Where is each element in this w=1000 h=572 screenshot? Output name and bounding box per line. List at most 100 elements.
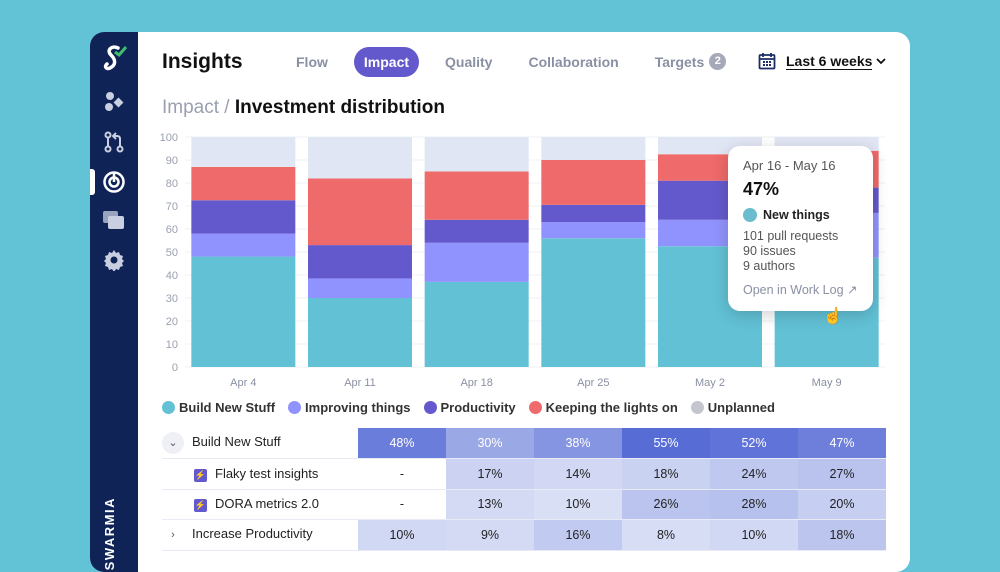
bar-segment-productivity[interactable] (191, 200, 296, 234)
bar-segment-keeping-the-lights-on[interactable] (541, 160, 646, 205)
value-cell: 27% (798, 458, 886, 490)
target-icon[interactable] (102, 170, 126, 194)
tooltip-percent: 47% (743, 179, 780, 199)
page-title: Insights (162, 50, 243, 73)
breadcrumb: Impact / Investment distribution (162, 97, 445, 119)
pull-request-icon[interactable] (102, 130, 126, 154)
chevron-right-icon[interactable]: › (171, 528, 175, 541)
tooltip-range: Apr 16 - May 16 (743, 158, 836, 173)
bar-segment-build-new-stuff[interactable] (308, 298, 412, 367)
legend-item[interactable]: Unplanned (690, 400, 775, 415)
legend-item[interactable]: Improving things (288, 400, 411, 415)
calendar-icon (758, 53, 776, 70)
tab-impact[interactable]: Impact (353, 46, 420, 77)
count-badge: 2 (709, 53, 727, 70)
table-row[interactable]: ⚡ Flaky test insights -17% 14% 18% 24% 27% (162, 458, 886, 490)
table-row[interactable]: › Increase Productivity 10% 9% 16% 8% 10% 18% (162, 519, 886, 551)
date-range-picker[interactable]: Last 6 weeks (758, 52, 887, 70)
investment-table: ⌄ Build New Stuff 48% 30% 38% 55% 52% 47% ⚡ Flaky… (162, 428, 886, 551)
chevron-down-icon[interactable]: ⌄ (162, 432, 184, 454)
bar-segment-improving-things[interactable] (308, 278, 412, 298)
legend-dot (162, 401, 175, 414)
app-window: SWARMIA Insights Flow Impact Quality Col… (90, 32, 910, 572)
breadcrumb-parent[interactable]: Impact / (162, 97, 230, 118)
bar-segment-build-new-stuff[interactable] (541, 238, 646, 367)
tooltip-line: 9 authors (743, 259, 796, 273)
bar-segment-productivity[interactable] (308, 245, 412, 279)
gear-icon[interactable] (102, 248, 126, 272)
tab-label: Quality (445, 53, 493, 70)
row-label: Build New Stuff (192, 434, 281, 449)
logo-icon[interactable] (102, 44, 128, 74)
legend-label: Build New Stuff (179, 400, 276, 415)
legend-item[interactable]: Build New Stuff (162, 400, 275, 415)
value-cell: 17% (446, 458, 534, 490)
tab-bar: Flow Impact Quality Collaboration Target… (286, 46, 752, 77)
bar-segment-build-new-stuff[interactable] (424, 281, 529, 367)
value-cell: 48% (358, 428, 446, 459)
y-tick-label: 20 (166, 316, 178, 328)
tooltip-line: 101 pull requests (743, 229, 839, 243)
bar-segment-improving-things[interactable] (191, 233, 296, 257)
bar-segment-productivity[interactable] (541, 204, 646, 223)
bar-segment-keeping-the-lights-on[interactable] (424, 171, 529, 220)
legend-item[interactable]: Productivity (423, 400, 516, 415)
date-range-label: Last 6 weeks (786, 52, 873, 70)
value-cell: 9% (446, 519, 534, 551)
brand-wordmark: SWARMIA (102, 496, 117, 570)
value-cell: - (358, 458, 446, 490)
bar-segment-keeping-the-lights-on[interactable] (308, 178, 412, 246)
tooltip-line: 90 issues (743, 244, 796, 258)
bar-segment-unplanned[interactable] (541, 137, 646, 160)
x-tick-label: Apr 4 (230, 377, 256, 389)
series-dot (743, 208, 757, 222)
tab-label: Collaboration (528, 53, 619, 70)
legend-dot (423, 401, 437, 414)
legend-item[interactable]: Keeping the lights on (528, 400, 678, 415)
row-name: › Increase Productivity (162, 519, 358, 551)
value-cell: - (358, 489, 446, 520)
x-tick-label: Apr 18 (460, 377, 492, 389)
legend-label: Keeping the lights on (545, 400, 678, 415)
sidebar: SWARMIA (90, 32, 138, 572)
shapes-icon[interactable] (102, 90, 126, 114)
bolt-icon: ⚡ (194, 499, 207, 513)
value-cell: 13% (446, 489, 534, 520)
legend-dot (690, 401, 704, 414)
tooltip-series: New things (743, 208, 858, 222)
cards-icon[interactable] (102, 208, 126, 232)
bar-segment-productivity[interactable] (424, 219, 529, 243)
y-tick-label: 10 (166, 339, 178, 351)
hand-cursor-icon: ☝ (823, 308, 843, 325)
bar-segment-keeping-the-lights-on[interactable] (191, 166, 296, 201)
bar-segment-unplanned[interactable] (191, 137, 296, 167)
value-cell: 10% (710, 519, 798, 551)
tab-collaboration[interactable]: Collaboration (518, 47, 628, 77)
value-cell: 55% (622, 428, 710, 459)
row-label: DORA metrics 2.0 (215, 496, 320, 512)
tab-quality[interactable]: Quality (435, 47, 502, 77)
y-tick-label: 30 (166, 293, 178, 305)
legend-label: Unplanned (707, 400, 775, 415)
bar-segment-improving-things[interactable] (541, 222, 646, 239)
value-cell: 30% (446, 428, 534, 459)
value-cell: 16% (534, 519, 622, 551)
bar-segment-unplanned[interactable] (308, 137, 412, 179)
x-tick-label: Apr 11 (344, 377, 376, 389)
chart-legend: Build New Stuff Improving things Productiv… (162, 400, 788, 415)
value-cell: 47% (798, 428, 886, 459)
tab-targets[interactable]: Targets 2 (645, 46, 737, 77)
breadcrumb-current: Investment distribution (234, 97, 445, 118)
y-tick-label: 90 (166, 155, 178, 167)
bar-segment-unplanned[interactable] (424, 137, 529, 172)
x-tick-label: May 9 (812, 377, 842, 389)
table-row[interactable]: ⌄ Build New Stuff 48% 30% 38% 55% 52% 47% (162, 428, 886, 459)
row-name: ⚡ Flaky test insights (162, 458, 358, 490)
active-indicator (90, 169, 95, 195)
table-row[interactable]: ⚡ DORA metrics 2.0 -13% 10% 26% 28% 20% (162, 489, 886, 520)
tab-flow[interactable]: Flow (286, 47, 338, 77)
bar-segment-improving-things[interactable] (424, 242, 529, 282)
y-tick-label: 80 (166, 178, 178, 190)
open-work-log-link[interactable]: Open in Work Log ↗ (743, 283, 858, 297)
bar-segment-build-new-stuff[interactable] (191, 256, 296, 367)
